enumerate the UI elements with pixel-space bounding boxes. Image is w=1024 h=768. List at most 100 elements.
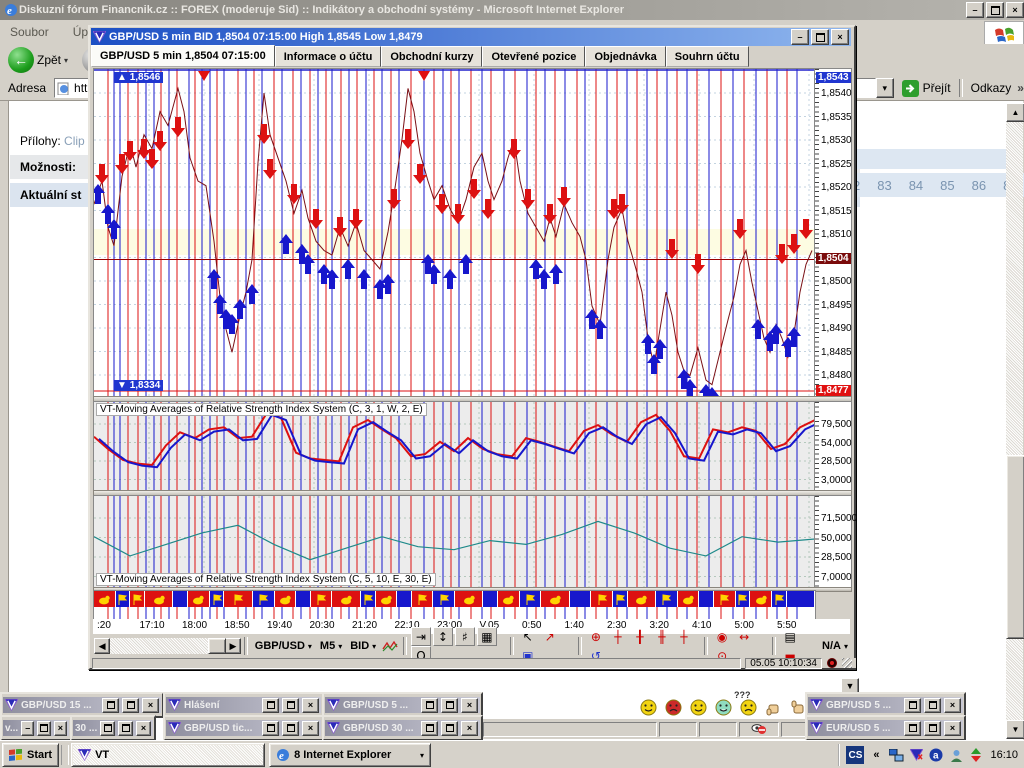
back-button[interactable]: ← — [8, 47, 34, 73]
tab-chart[interactable]: GBP/USD 5 min 1,8504 07:15:00 — [91, 45, 275, 67]
select-region-icon[interactable]: ▦ — [476, 627, 497, 646]
restore-button[interactable] — [262, 720, 279, 736]
max-button[interactable] — [441, 720, 458, 736]
tray-collapse-icon[interactable]: « — [873, 749, 880, 761]
attachments-link[interactable]: Clip — [64, 134, 85, 148]
avg-tray-icon[interactable]: a — [928, 747, 944, 763]
tab-5[interactable]: Souhrn účtu — [665, 46, 749, 67]
page-link[interactable]: 83 — [877, 177, 892, 193]
restore-button[interactable] — [102, 697, 119, 713]
crosshair-move-icon[interactable]: ╂ — [636, 629, 644, 644]
symbol-dropdown[interactable]: GBP/USD ▾ — [254, 640, 312, 652]
hscroll-right-button[interactable]: ▶ — [224, 638, 242, 654]
minimized-window-title-bar[interactable]: GBP/USD 5 ... × — [325, 697, 480, 713]
restore-button[interactable] — [904, 697, 921, 713]
chart-minimize-button[interactable]: – — [791, 29, 809, 45]
one-to-one-icon[interactable]: ◉ — [716, 629, 728, 644]
messenger-tray-icon[interactable] — [948, 747, 964, 763]
hscrollbar[interactable] — [110, 638, 227, 654]
indicator1-panel[interactable]: VT-Moving Averages of Relative Strength … — [93, 401, 821, 492]
language-indicator[interactable]: CS — [846, 746, 865, 764]
pointer-icon[interactable]: ↖ — [522, 629, 533, 644]
scrollbar-thumb[interactable] — [1006, 455, 1024, 639]
crosshair-single-icon[interactable]: ┼ — [680, 629, 688, 644]
timeframe-dropdown[interactable]: M5 ▾ — [319, 640, 343, 652]
zoom-in-icon[interactable]: ⊕ — [590, 629, 601, 644]
back-label[interactable]: Zpět — [37, 53, 62, 67]
tab-3[interactable]: Otevřené pozice — [482, 46, 586, 67]
minimized-window-title-bar[interactable]: GBP/USD tic... × — [166, 720, 321, 736]
tab-4[interactable]: Objednávka — [585, 46, 666, 67]
tab-1[interactable]: Informace o účtu — [274, 46, 382, 67]
report-icon[interactable]: ▤ — [784, 629, 796, 644]
annotate-arrow-icon[interactable]: ↗ — [544, 629, 555, 644]
close-button[interactable]: × — [944, 697, 961, 713]
page-link[interactable]: 2 — [853, 177, 861, 193]
objects-icon[interactable]: ▣ — [522, 648, 534, 663]
page-link[interactable]: 84 — [908, 177, 924, 193]
chart-restore-button[interactable] — [811, 29, 829, 45]
links-chevron-icon[interactable]: » — [1017, 81, 1024, 95]
close-button[interactable]: × — [1006, 2, 1024, 18]
taskbar-vt-button[interactable]: VT — [71, 743, 266, 767]
center-icon[interactable]: ⊙ — [717, 648, 728, 663]
close-button[interactable]: × — [302, 720, 319, 736]
taskbar-clock[interactable]: 16:10 — [990, 749, 1018, 761]
browser-scrollbar[interactable]: ▲ ▼ — [1006, 103, 1024, 739]
restore-button[interactable] — [986, 2, 1004, 18]
restore-button[interactable] — [262, 697, 279, 713]
grid-icon[interactable]: ♯ — [454, 627, 475, 646]
close-button[interactable]: × — [461, 697, 478, 713]
max-button[interactable] — [924, 720, 941, 736]
restore-button[interactable] — [421, 697, 438, 713]
minimized-window[interactable]: EUR/USD 5 ... × — [805, 715, 966, 741]
max-button[interactable] — [282, 697, 299, 713]
minimized-window-title-bar[interactable]: GBP/USD 15 ... × — [3, 697, 161, 713]
restore-button[interactable] — [904, 720, 921, 736]
max-button[interactable] — [924, 697, 941, 713]
close-button[interactable]: × — [136, 720, 152, 736]
minimized-window-title-bar[interactable]: GBP/USD 30 ... × — [325, 720, 480, 736]
max-button[interactable] — [118, 720, 134, 736]
restore-button[interactable] — [421, 720, 438, 736]
minimize-button[interactable]: – — [966, 2, 984, 18]
vt-tray-icon[interactable] — [908, 747, 924, 763]
line-style-icon[interactable]: ▬ — [784, 648, 796, 663]
minimized-window-title-bar[interactable]: v... – × — [3, 720, 69, 736]
network-tray-icon[interactable] — [888, 747, 904, 763]
chart-type-icon[interactable] — [381, 637, 399, 656]
minimized-window[interactable]: GBP/USD 30 ... × — [322, 715, 483, 741]
max-button[interactable] — [37, 720, 51, 736]
scroll-up-button[interactable]: ▲ — [1006, 103, 1024, 122]
chart-window-title-bar[interactable]: GBP/USD 5 min BID 1,8504 07:15:00 High 1… — [91, 28, 851, 46]
go-button[interactable]: Přejít — [901, 79, 951, 97]
expand-horizontal-icon[interactable]: ↔ — [739, 629, 750, 644]
ie-group-dropdown-icon[interactable]: ▾ — [420, 750, 425, 760]
updown-status-icon[interactable] — [968, 747, 984, 763]
crosshair-double-icon[interactable]: ╫ — [658, 629, 666, 644]
hscroll-left-button[interactable]: ◀ — [94, 638, 111, 654]
scroll-down-button[interactable]: ▼ — [1006, 720, 1024, 739]
close-button[interactable]: × — [461, 720, 478, 736]
chart-close-button[interactable]: × — [831, 29, 849, 45]
close-button[interactable]: × — [53, 720, 67, 736]
menu-file[interactable]: Soubor — [10, 25, 49, 39]
indicator2-panel[interactable]: VT-Moving Averages of Relative Strength … — [93, 495, 816, 589]
minimized-window[interactable]: v... – × — [0, 715, 72, 741]
close-button[interactable]: × — [142, 697, 159, 713]
back-dropdown-icon[interactable]: ▾ — [64, 55, 69, 65]
price-chart[interactable]: ▲ 1,8546 ▼ 1,8334 — [91, 68, 816, 407]
scroll-to-latest-icon[interactable]: ⇥ — [410, 627, 431, 646]
crosshair-left-icon[interactable]: ┼ — [614, 629, 622, 644]
hscroll-thumb[interactable] — [208, 638, 227, 654]
links-label[interactable]: Odkazy — [970, 81, 1012, 95]
minimized-window[interactable]: GBP/USD tic... × — [163, 715, 324, 741]
start-button[interactable]: Start — [2, 743, 60, 767]
na-dropdown[interactable]: N/A ▾ — [822, 640, 848, 652]
address-dropdown-button[interactable]: ▾ — [875, 78, 894, 98]
close-button[interactable]: × — [944, 720, 961, 736]
resize-grip[interactable] — [842, 658, 852, 668]
refresh-icon[interactable]: ↺ — [590, 648, 601, 663]
restore-button[interactable] — [100, 720, 116, 736]
minimized-window[interactable]: 30 ... × — [70, 715, 156, 741]
